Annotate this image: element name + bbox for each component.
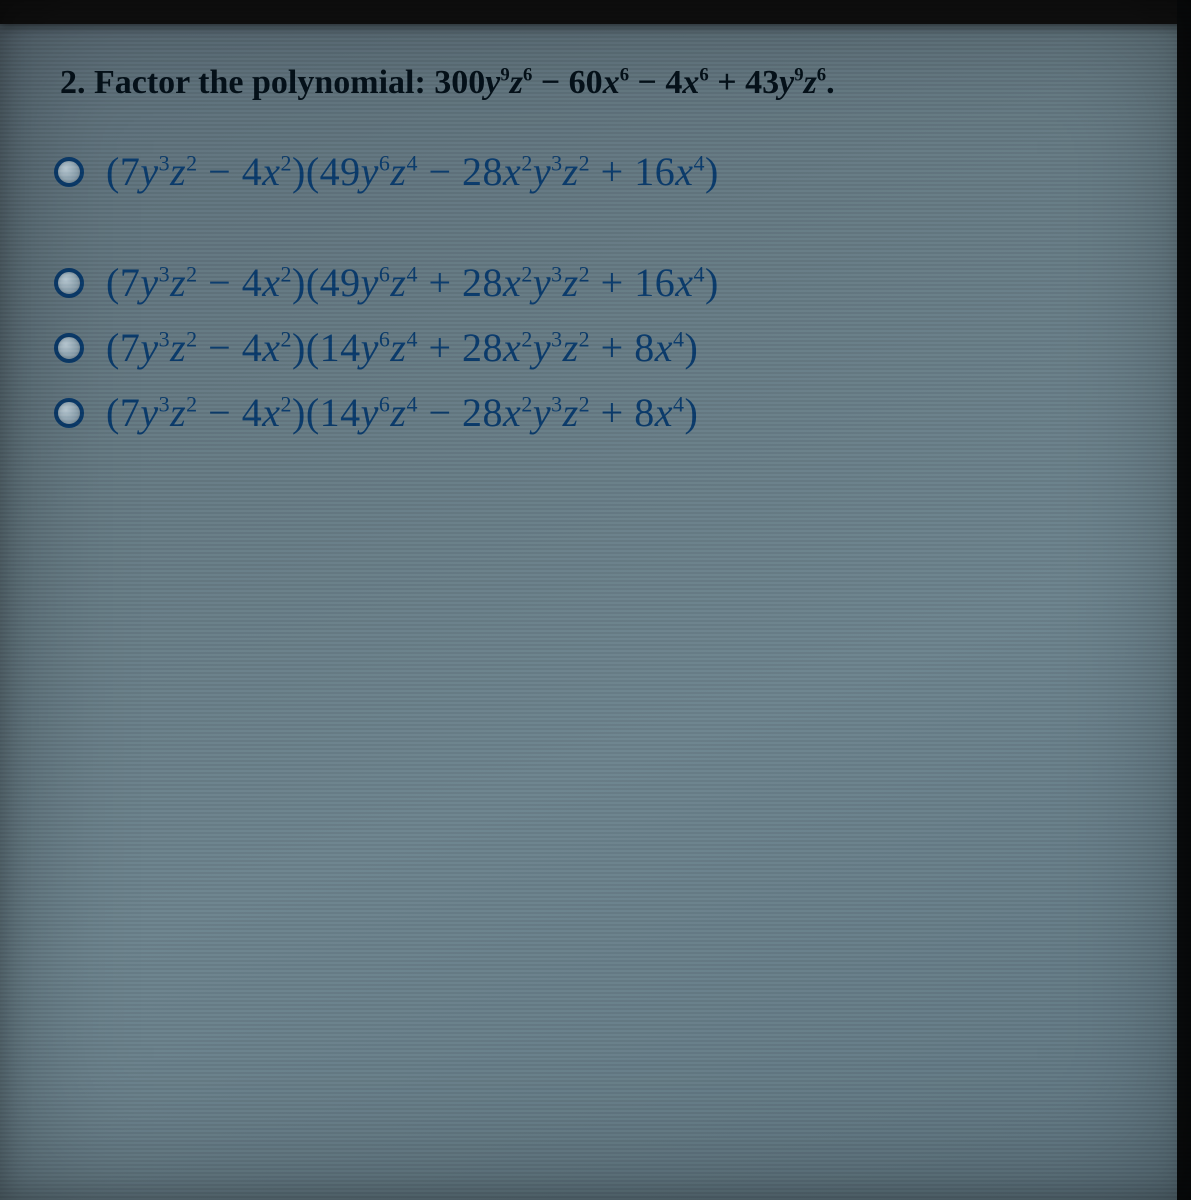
question-number: 2.: [60, 64, 86, 101]
window-top-gutter: [0, 0, 1191, 24]
option-1[interactable]: (7y3z2 − 4x2)(49y6z4 − 28x2y3z2 + 16x4): [54, 144, 1141, 199]
question-stem: Factor the polynomial:: [94, 64, 426, 101]
radio-option-4[interactable]: [54, 398, 84, 428]
option-4[interactable]: (7y3z2 − 4x2)(14y6z4 − 28x2y3z2 + 8x4): [54, 385, 1141, 440]
option-2[interactable]: (7y3z2 − 4x2)(49y6z4 + 28x2y3z2 + 16x4): [54, 255, 1141, 310]
option-4-expression: (7y3z2 − 4x2)(14y6z4 − 28x2y3z2 + 8x4): [106, 389, 698, 436]
radio-option-1[interactable]: [54, 157, 84, 187]
option-3[interactable]: (7y3z2 − 4x2)(14y6z4 + 28x2y3z2 + 8x4): [54, 320, 1141, 375]
radio-option-3[interactable]: [54, 333, 84, 363]
question-prompt: 2. Factor the polynomial: 300y9z6 − 60x6…: [60, 64, 1141, 102]
question-polynomial: 300y9z6 − 60x6 − 4x6 + 43y9z6.: [434, 64, 834, 101]
option-1-expression: (7y3z2 − 4x2)(49y6z4 − 28x2y3z2 + 16x4): [106, 148, 719, 195]
option-3-expression: (7y3z2 − 4x2)(14y6z4 + 28x2y3z2 + 8x4): [106, 324, 698, 371]
radio-option-2[interactable]: [54, 268, 84, 298]
option-2-expression: (7y3z2 − 4x2)(49y6z4 + 28x2y3z2 + 16x4): [106, 259, 719, 306]
options-list: (7y3z2 − 4x2)(49y6z4 − 28x2y3z2 + 16x4) …: [54, 144, 1141, 440]
window-right-border: [1177, 0, 1191, 1200]
question-panel: 2. Factor the polynomial: 300y9z6 − 60x6…: [40, 48, 1151, 1160]
